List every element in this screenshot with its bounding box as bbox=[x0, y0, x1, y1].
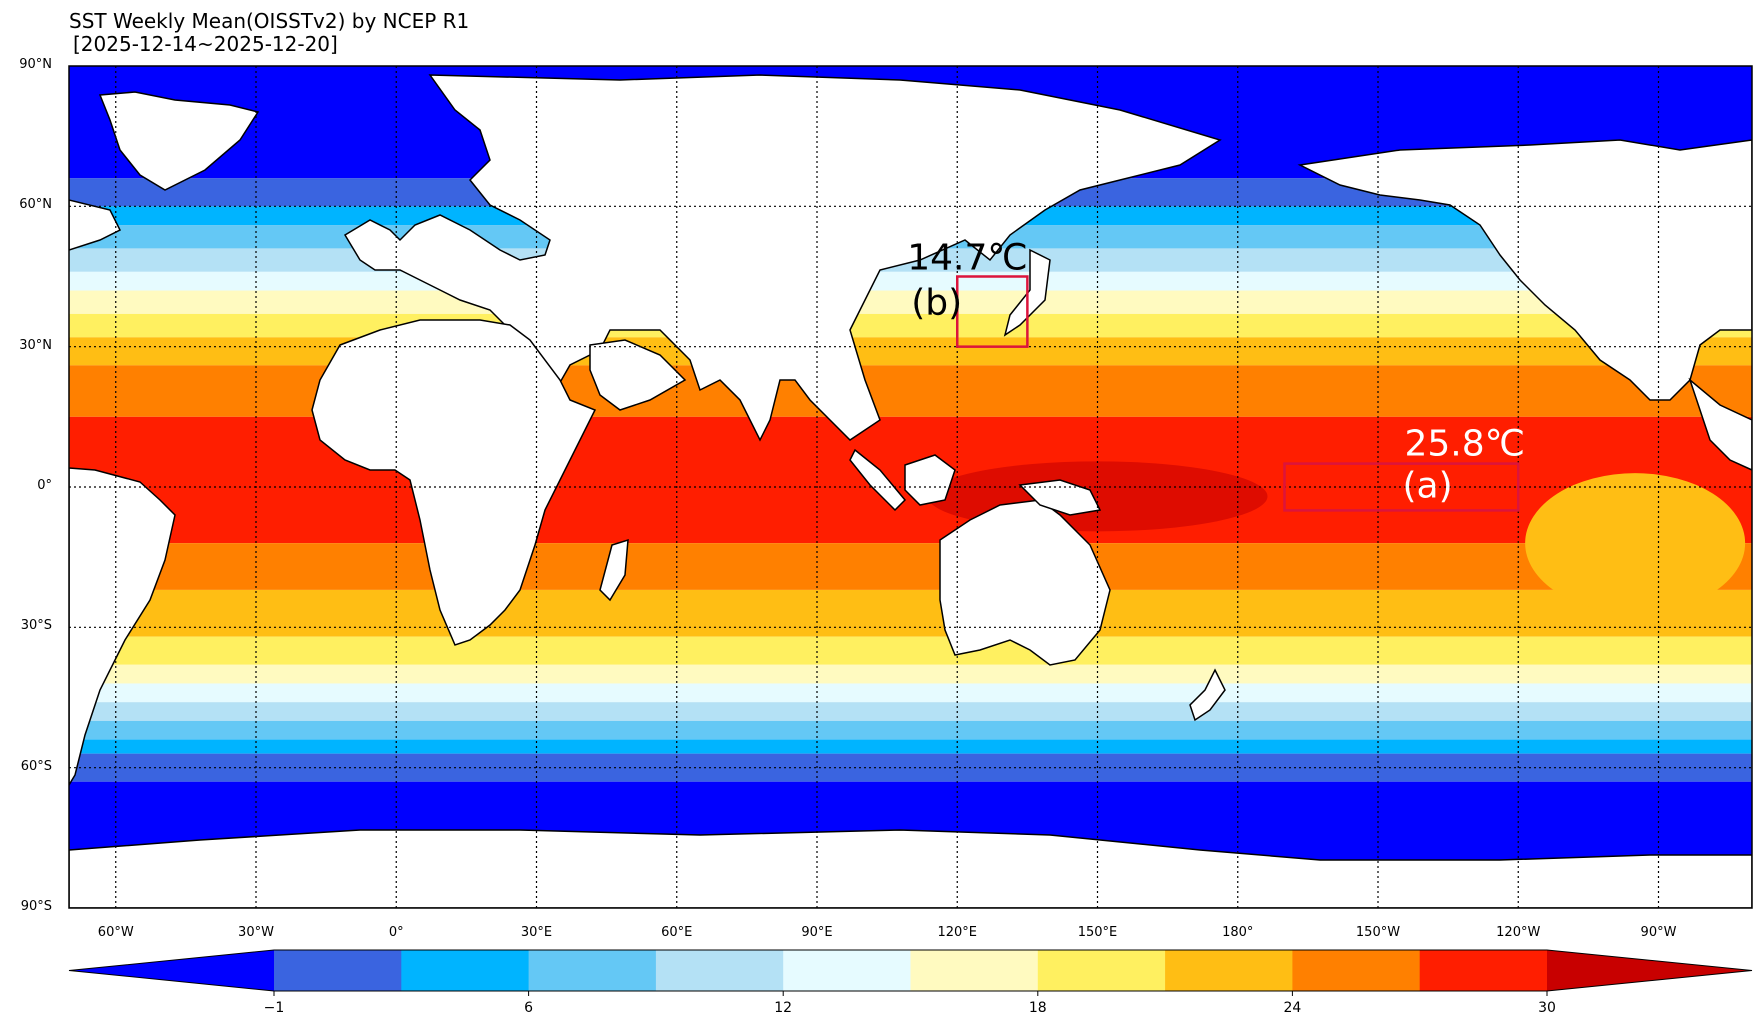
latitude-label: 30°N bbox=[19, 337, 52, 353]
colorbar-tick-label: 6 bbox=[524, 1000, 534, 1016]
sst-band-16 bbox=[69, 702, 1752, 721]
land-central-america bbox=[1688, 377, 1752, 471]
latitude-label: 0° bbox=[37, 478, 52, 493]
colorbar-segment bbox=[1165, 950, 1293, 991]
colorbar bbox=[68, 949, 1753, 996]
colorbar-segment bbox=[401, 950, 530, 991]
sst-band-17 bbox=[69, 720, 1752, 740]
region-value-b: 14.7℃ bbox=[907, 238, 1028, 279]
sst-band-14 bbox=[69, 664, 1752, 684]
longitude-label: 90°E bbox=[801, 925, 833, 940]
colorbar-extend-high bbox=[1547, 950, 1752, 991]
land-africa bbox=[311, 319, 597, 646]
land-australia bbox=[939, 499, 1111, 666]
latitude-label: 90°S bbox=[20, 899, 52, 914]
land-south-america bbox=[69, 467, 176, 787]
latitude-label: 60°N bbox=[19, 197, 52, 213]
region-box-a bbox=[1283, 462, 1520, 512]
longitude-label: 60°W bbox=[97, 925, 134, 940]
land-north-america-east bbox=[69, 199, 122, 251]
latitude-label: 90°N bbox=[19, 57, 52, 72]
sst-band-11 bbox=[69, 543, 1752, 590]
sst-band-15 bbox=[69, 683, 1752, 703]
title-line1: SST Weekly Mean(OISSTv2) by NCEP R1 bbox=[69, 9, 470, 33]
land-arabia bbox=[589, 339, 687, 411]
cold-tongue bbox=[1525, 473, 1746, 614]
region-letter-b: (b) bbox=[911, 283, 962, 324]
longitude-label: 120°W bbox=[1496, 925, 1541, 940]
longitude-label: 0° bbox=[388, 925, 404, 940]
longitude-label: 120°E bbox=[937, 925, 978, 940]
title-line2: [2025-12-14~2025-12-20] bbox=[73, 32, 338, 56]
landmasses bbox=[69, 74, 1752, 908]
colorbar-tick-label: 24 bbox=[1283, 1000, 1302, 1016]
land-sumatra bbox=[849, 448, 907, 512]
region-boxes bbox=[956, 275, 1520, 512]
colorbar-segment bbox=[274, 950, 402, 991]
colorbar-segment bbox=[1419, 950, 1548, 991]
colorbar-tick-label: 30 bbox=[1538, 1000, 1556, 1016]
latitude-label: 30°S bbox=[20, 618, 52, 634]
land-borneo bbox=[904, 454, 956, 506]
colorbar-segment bbox=[655, 950, 784, 991]
map-title: SST Weekly Mean(OISSTv2) by NCEP R1 [2025… bbox=[69, 10, 469, 56]
land-greenland bbox=[98, 91, 260, 191]
colorbar-extend-low bbox=[69, 950, 274, 991]
colorbar-tick-label: −1 bbox=[263, 1000, 285, 1016]
land-eurasia bbox=[343, 74, 1222, 442]
land-new-zealand bbox=[1189, 668, 1226, 722]
region-letter-a: (a) bbox=[1403, 466, 1453, 507]
longitude-label: 60°E bbox=[661, 925, 693, 940]
longitude-label: 150°E bbox=[1077, 925, 1118, 940]
land-north-america-west bbox=[1297, 139, 1752, 401]
map-frame-content bbox=[69, 66, 1752, 908]
region-box-b bbox=[956, 275, 1029, 348]
land-antarctica bbox=[69, 829, 1752, 908]
longitude-label: 30°W bbox=[238, 925, 274, 940]
region-value-a: 25.8℃ bbox=[1405, 424, 1526, 465]
colorbar-segment bbox=[1037, 950, 1166, 991]
sst-band-8 bbox=[69, 337, 1752, 366]
land-madagascar bbox=[599, 538, 629, 602]
colorbar-segment bbox=[528, 950, 657, 991]
longitude-label: 90°W bbox=[1640, 925, 1677, 940]
sst-band-13 bbox=[69, 636, 1752, 665]
colorbar-segment bbox=[783, 950, 911, 991]
longitude-label: 150°W bbox=[1355, 925, 1401, 940]
colorbar-tick-label: 18 bbox=[1028, 1000, 1047, 1016]
sst-band-18 bbox=[69, 739, 1752, 754]
map-border bbox=[68, 65, 1753, 909]
sst-band-12 bbox=[69, 589, 1752, 637]
longitude-label: 180° bbox=[1222, 925, 1254, 940]
graticule bbox=[69, 66, 1752, 908]
longitude-label: 30°E bbox=[520, 925, 553, 940]
latitude-label: 60°S bbox=[20, 758, 52, 774]
colorbar-segment bbox=[1292, 950, 1421, 991]
land-new-guinea bbox=[1018, 479, 1102, 516]
region-labels: 25.8℃(a) 14.7℃(b) bbox=[907, 238, 1525, 507]
colorbar-segment bbox=[910, 950, 1039, 991]
colorbar-tick-label: 12 bbox=[774, 1000, 793, 1016]
